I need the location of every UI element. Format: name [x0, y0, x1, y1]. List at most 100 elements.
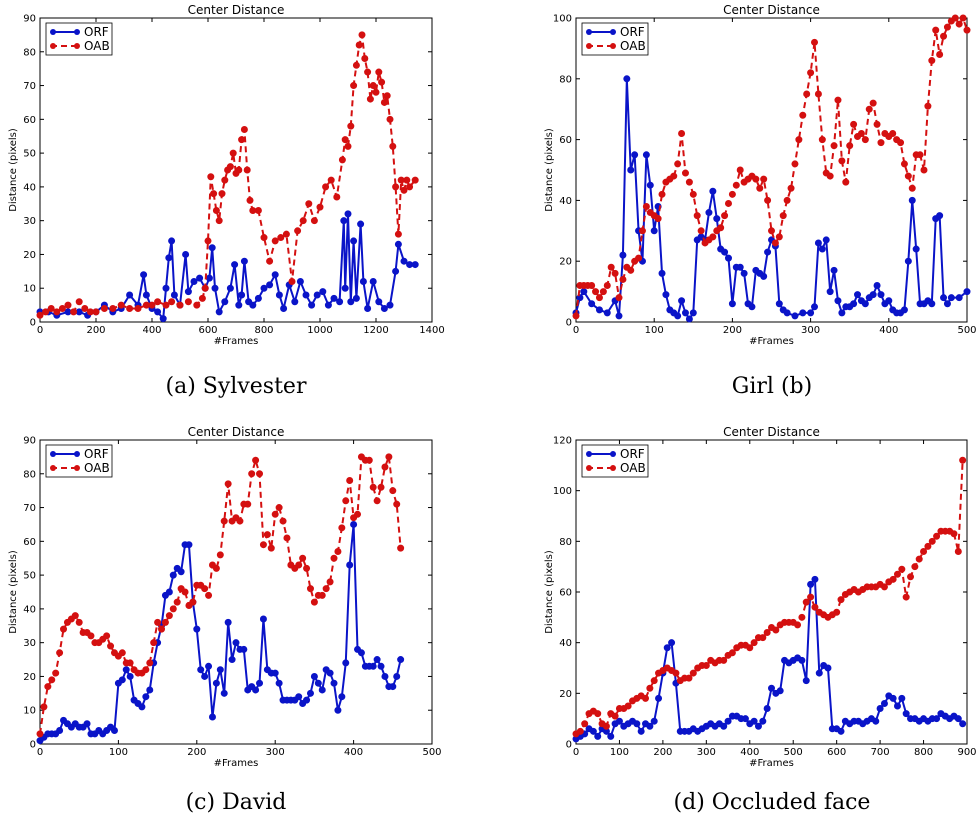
data-point-oab: [877, 139, 885, 147]
data-point-orf: [318, 686, 326, 694]
data-point-oab: [342, 497, 350, 505]
data-point-oab: [338, 524, 346, 532]
data-point-oab: [572, 312, 580, 320]
data-point-orf: [750, 717, 758, 725]
y-tick-label: 20: [559, 257, 572, 268]
x-tick-label: 200: [723, 325, 742, 336]
data-point-oab: [327, 176, 335, 184]
y-tick-label: 30: [23, 216, 36, 227]
data-point-orf: [168, 237, 176, 245]
x-axis-label: #Frames: [214, 758, 259, 769]
y-tick-label: 10: [23, 706, 36, 717]
data-point-orf: [319, 288, 327, 296]
data-point-orf: [936, 212, 944, 220]
data-point-orf: [170, 291, 178, 299]
data-point-oab: [772, 626, 780, 634]
data-point-orf: [594, 732, 602, 740]
data-point-oab: [142, 666, 150, 674]
series-oab: [572, 14, 971, 320]
data-point-oab: [303, 564, 311, 572]
data-point-oab: [624, 702, 632, 710]
data-point-oab: [826, 172, 834, 180]
data-point-oab: [75, 618, 83, 626]
data-point-orf: [347, 298, 355, 306]
data-point-oab: [807, 593, 815, 601]
data-point-oab: [392, 183, 400, 191]
y-tick-label: 40: [23, 182, 36, 193]
data-point-oab: [672, 669, 680, 677]
data-point-orf: [724, 254, 732, 262]
data-point-oab: [254, 207, 262, 215]
data-point-orf: [668, 639, 676, 647]
data-point-oab: [907, 573, 915, 581]
legend-label-orf: ORF: [84, 447, 109, 461]
data-point-oab: [627, 266, 635, 274]
data-point-orf: [880, 699, 888, 707]
data-point-orf: [963, 288, 971, 296]
y-tick-label: 40: [559, 638, 572, 649]
data-point-orf: [663, 644, 671, 652]
data-point-orf: [393, 672, 401, 680]
data-point-orf: [208, 244, 216, 252]
data-point-oab: [898, 565, 906, 573]
data-point-oab: [602, 722, 610, 730]
x-tick-label: 700: [871, 747, 890, 758]
x-tick-label: 800: [914, 747, 933, 758]
y-tick-label: 80: [23, 469, 36, 480]
data-point-orf: [822, 236, 830, 244]
data-point-orf: [830, 266, 838, 274]
data-point-orf: [231, 261, 239, 269]
y-tick-label: 40: [559, 196, 572, 207]
data-point-oab: [954, 547, 962, 555]
data-point-orf: [893, 702, 901, 710]
data-point-oab: [795, 136, 803, 144]
y-tick-label: 80: [23, 47, 36, 58]
data-point-oab: [865, 105, 873, 113]
data-point-oab: [243, 166, 251, 174]
data-point-oab: [266, 257, 274, 265]
data-point-oab: [52, 669, 60, 677]
data-point-oab: [244, 500, 252, 508]
legend-label-oab: OAB: [84, 39, 110, 53]
data-point-orf: [211, 284, 219, 292]
data-point-oab: [837, 596, 845, 604]
panel-caption: (c) David: [186, 790, 287, 815]
data-point-orf: [588, 300, 596, 308]
data-point-oab: [375, 68, 383, 76]
data-point-orf: [303, 696, 311, 704]
y-tick-label: 0: [30, 318, 36, 329]
data-point-oab: [670, 172, 678, 180]
data-point-oab: [768, 227, 775, 235]
data-point-orf: [811, 575, 819, 583]
data-point-oab: [358, 31, 366, 39]
x-tick-label: 0: [573, 747, 579, 758]
data-point-orf: [256, 679, 264, 687]
data-point-orf: [646, 722, 654, 730]
data-point-oab: [728, 649, 736, 657]
data-point-orf: [159, 315, 167, 323]
data-point-orf: [724, 717, 732, 725]
data-point-orf: [169, 571, 177, 579]
data-point-oab: [783, 196, 791, 204]
x-tick-label: 100: [645, 325, 664, 336]
data-point-oab: [861, 136, 869, 144]
data-point-oab: [936, 50, 944, 58]
data-point-oab: [678, 130, 686, 138]
data-point-orf: [271, 271, 279, 279]
data-point-oab: [246, 196, 254, 204]
data-point-orf: [902, 710, 910, 718]
data-point-oab: [205, 591, 213, 599]
data-point-orf: [326, 669, 334, 677]
data-point-orf: [249, 301, 257, 309]
y-tick-label: 90: [23, 436, 36, 447]
chart-title: Center Distance: [723, 3, 820, 17]
data-point-oab: [235, 166, 243, 174]
data-point-orf: [346, 561, 354, 569]
data-point-orf: [763, 705, 771, 713]
data-point-oab: [40, 703, 48, 711]
data-point-oab: [369, 82, 377, 90]
data-point-oab: [916, 151, 924, 159]
x-tick-label: 400: [142, 325, 161, 336]
data-point-oab: [814, 90, 822, 98]
